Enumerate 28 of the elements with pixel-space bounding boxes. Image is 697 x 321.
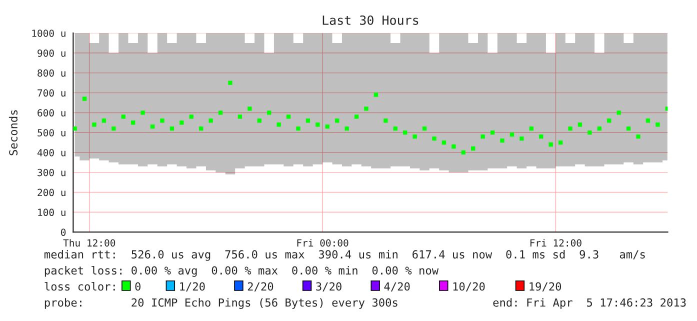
text: 2/20: [248, 282, 274, 292]
y-tick-label: 100 u: [38, 208, 66, 216]
y-tick-label: 600 u: [38, 109, 66, 117]
y-tick-label: 400 u: [37, 148, 66, 156]
x-tick-label: Fri 12:00: [530, 239, 582, 247]
y-tick-label: 300 u: [38, 168, 66, 176]
text: 1/20: [180, 282, 205, 292]
y-tick-label: 900 u: [38, 49, 66, 57]
text: 19/20: [530, 282, 562, 292]
y-axis-title: Seconds: [8, 110, 18, 156]
y-tick-label: 200 u: [38, 188, 66, 196]
text: median rtt: 526.0 us avg 756.0 us max 390.4 us min 617.4 us now 0.1 ms sd 9.3 am/s: [44, 250, 645, 261]
chart-title: Last 30 Hours: [322, 15, 418, 25]
y-tick-label: 1000 u: [32, 30, 66, 37]
text: loss color:: [44, 282, 115, 291]
text: packet loss: 0.00 % avg 0.00 % max 0.00 % min 0.00 % now: [44, 266, 439, 277]
x-tick-label: Thu 12:00: [63, 239, 116, 247]
y-tick-label: 700 u: [38, 89, 66, 97]
y-tick-label: 500 u: [38, 129, 66, 136]
y-tick-label: 800 u: [38, 69, 66, 77]
text: 4/20: [384, 282, 410, 292]
x-tick-label: Fri 00:00: [297, 239, 348, 247]
text: 3/20: [316, 282, 342, 292]
text: 0: [135, 282, 140, 291]
text: probe: 20 ICMP Echo Pings (56 Bytes) every 300s: [44, 298, 398, 309]
text: end: Fri Apr 5 17:46:23 2013: [493, 298, 686, 309]
text: 10/20: [453, 282, 485, 292]
y-tick-label: 0: [61, 228, 66, 236]
